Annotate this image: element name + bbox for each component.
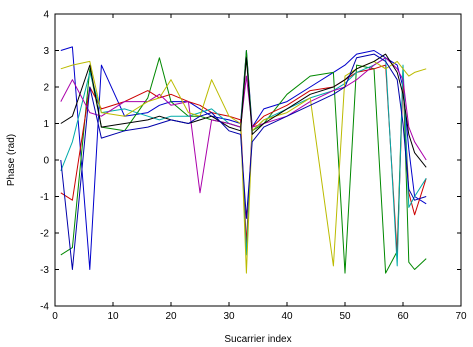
x-tick-label: 10 — [107, 311, 119, 322]
y-tick-label: 4 — [43, 10, 49, 21]
y-tick-label: 3 — [43, 46, 49, 57]
x-tick-label: 60 — [397, 311, 409, 322]
y-tick-label: 1 — [43, 119, 49, 130]
x-tick-label: 30 — [223, 311, 235, 322]
x-tick-label: 70 — [455, 311, 467, 322]
y-tick-label: -1 — [40, 192, 49, 203]
y-tick-label: -3 — [40, 265, 49, 276]
series-line-7 — [60, 53, 427, 168]
y-tick-label: 2 — [43, 83, 49, 94]
x-axis-label: Sucarrier index — [224, 334, 291, 345]
x-tick-label: 50 — [339, 311, 351, 322]
y-tick-label: -4 — [40, 302, 49, 313]
x-tick-label: 20 — [165, 311, 177, 322]
series-line-8 — [60, 53, 427, 270]
x-tick-label: 40 — [281, 311, 293, 322]
ticks-layer: 0 10 20 30 40 50 60 70 -4 -3 -2 -1 0 1 2 3 4 — [40, 10, 467, 323]
series-line-6 — [60, 60, 427, 274]
y-tick-label: 0 — [43, 156, 49, 167]
x-tick-label: 0 — [52, 311, 58, 322]
series-layer — [60, 46, 427, 274]
y-axis-label: Phase (rad) — [6, 134, 17, 186]
y-tick-label: -2 — [40, 229, 49, 240]
